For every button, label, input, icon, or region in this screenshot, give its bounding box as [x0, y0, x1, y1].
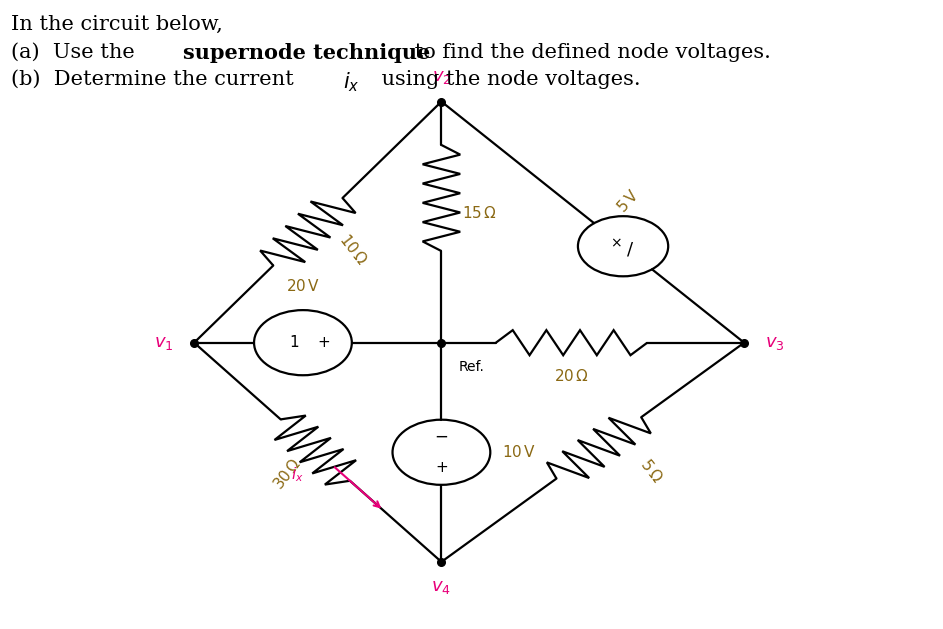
Text: /: / [626, 241, 633, 259]
Text: $i_x$: $i_x$ [342, 70, 359, 94]
Text: $15\,\Omega$: $15\,\Omega$ [462, 204, 497, 221]
Text: using the node voltages.: using the node voltages. [374, 70, 640, 89]
Text: Ref.: Ref. [458, 360, 484, 374]
Text: $30\,\Omega$: $30\,\Omega$ [270, 455, 304, 493]
Text: supernode technique: supernode technique [183, 43, 430, 63]
Text: $5\,\Omega$: $5\,\Omega$ [637, 456, 665, 486]
Text: $v_1$: $v_1$ [154, 333, 174, 352]
Text: $v_2$: $v_2$ [432, 68, 451, 86]
Text: $20\,\Omega$: $20\,\Omega$ [554, 368, 589, 384]
Text: +: + [435, 460, 448, 476]
Text: $v_4$: $v_4$ [432, 577, 452, 596]
Text: In the circuit below,: In the circuit below, [10, 15, 223, 34]
Text: +: + [317, 335, 330, 350]
Text: 1: 1 [290, 335, 299, 350]
Text: $10\,\Omega$: $10\,\Omega$ [337, 231, 371, 269]
Text: ×: × [610, 236, 621, 250]
Text: −: − [435, 428, 448, 445]
Text: to find the defined node voltages.: to find the defined node voltages. [407, 43, 770, 62]
Text: (b)  Determine the current: (b) Determine the current [10, 70, 300, 89]
Text: $5\,\mathrm{V}$: $5\,\mathrm{V}$ [614, 187, 642, 216]
Text: $i_x$: $i_x$ [290, 465, 304, 484]
Text: $20\,\mathrm{V}$: $20\,\mathrm{V}$ [286, 279, 320, 294]
Text: $10\,\mathrm{V}$: $10\,\mathrm{V}$ [502, 444, 536, 460]
Text: (a)  Use the: (a) Use the [10, 43, 141, 62]
Text: $v_3$: $v_3$ [765, 333, 785, 352]
